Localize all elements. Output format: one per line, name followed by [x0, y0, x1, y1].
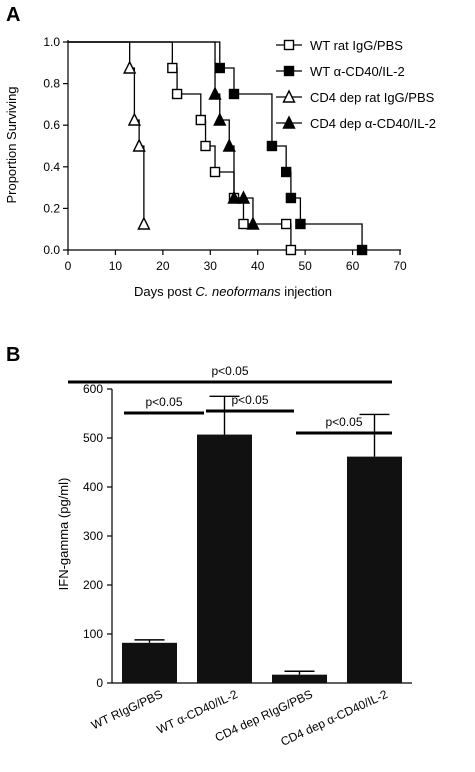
legend-entry-3: CD4 dep α-CD40/IL-2 — [276, 115, 436, 131]
ifn-y-tick-label: 300 — [83, 529, 103, 543]
survival-point — [195, 114, 207, 126]
legend-label: CD4 dep α-CD40/IL-2 — [310, 116, 436, 131]
survival-point — [213, 112, 227, 126]
ifn-bar — [197, 434, 252, 683]
survival-point — [285, 192, 297, 204]
survival-legend: WT rat IgG/PBS WT α-CD40/IL-2 CD4 dep rat … — [276, 38, 436, 131]
ifn-bar-group-2 — [272, 670, 327, 683]
ifn-bar — [122, 642, 177, 683]
panel-b-letter: B — [6, 344, 20, 366]
survival-point — [132, 138, 146, 152]
legend-marker — [282, 89, 296, 103]
survival-point — [266, 140, 278, 152]
ifn-bar — [272, 674, 327, 683]
survival-y-tick-label: 1.0 — [43, 35, 60, 49]
ifn-bar — [347, 456, 402, 683]
legend-marker — [283, 65, 295, 77]
legend-marker — [283, 39, 295, 51]
survival-chart: A 0.0 0.2 0.4 0.6 0.8 1.0 0 10 20 30 40 50 60 70 WT r… — [4, 4, 436, 299]
legend-entry-0: WT rat IgG/PBS — [276, 38, 403, 53]
legend-marker — [282, 115, 296, 129]
survival-x-tick-label: 70 — [393, 259, 407, 273]
survival-point — [295, 218, 306, 230]
survival-series-2 — [68, 41, 151, 230]
survival-point — [356, 244, 368, 256]
ifn-y-tick-label: 200 — [83, 578, 103, 592]
ifn-y-axis-title: IFN-gamma (pg/ml) — [56, 478, 71, 591]
significance-label: p<0.05 — [145, 395, 182, 409]
survival-x-tick-label: 20 — [156, 259, 170, 273]
survival-y-tick-label: 0.0 — [43, 243, 60, 257]
significance-0: p<0.05 — [68, 364, 392, 384]
significance-label: p<0.05 — [231, 393, 268, 407]
survival-x-tick-label: 40 — [251, 259, 265, 273]
survival-point — [200, 140, 211, 152]
ifn-bar-group-0 — [122, 639, 177, 683]
survival-y-tick-label: 0.6 — [43, 118, 60, 132]
survival-point — [228, 88, 240, 100]
survival-y-tick-label: 0.8 — [43, 77, 60, 91]
significance-3: p<0.05 — [296, 415, 392, 435]
ifn-y-tick-label: 100 — [83, 627, 103, 641]
significance-group: p<0.05 p<0.05 p<0.05 p<0.05 — [68, 364, 392, 435]
survival-point — [137, 216, 151, 230]
survival-x-axis-title: Days post C. neoformans injection — [134, 284, 332, 299]
survival-y-tick-label: 0.4 — [43, 160, 60, 174]
ifn-y-tick-label: 600 — [83, 382, 103, 396]
survival-series-3 — [68, 41, 260, 230]
survival-point — [209, 166, 221, 178]
ifn-bar-group-3 — [347, 413, 402, 683]
significance-2: p<0.05 — [206, 393, 294, 413]
survival-point — [227, 190, 241, 204]
significance-1: p<0.05 — [124, 395, 204, 415]
survival-point — [285, 244, 297, 256]
ifn-y-tick-label: 400 — [83, 480, 103, 494]
ifn-y-tick-label: 500 — [83, 431, 103, 445]
ifn-bar-group-1 — [197, 395, 252, 683]
survival-axes: 0.0 0.2 0.4 0.6 0.8 1.0 0 10 20 30 40 50 60 70 — [43, 35, 407, 273]
survival-point — [238, 218, 249, 230]
significance-label: p<0.05 — [325, 415, 362, 429]
survival-point — [123, 60, 137, 74]
legend-entry-2: CD4 dep rat IgG/PBS — [276, 89, 435, 105]
survival-point — [246, 216, 260, 230]
survival-x-tick-label: 60 — [346, 259, 360, 273]
ifn-category-label: WT RIgG/PBS — [89, 687, 165, 732]
legend-label: CD4 dep rat IgG/PBS — [310, 90, 435, 105]
survival-y-tick-label: 0.2 — [43, 201, 60, 215]
survival-x-tick-label: 50 — [298, 259, 312, 273]
survival-x-tick-label: 10 — [109, 259, 123, 273]
ifn-y-tick-label: 0 — [96, 676, 103, 690]
survival-point — [214, 62, 225, 74]
significance-label: p<0.05 — [211, 364, 248, 378]
legend-entry-1: WT α-CD40/IL-2 — [276, 64, 405, 79]
survival-point — [167, 62, 178, 74]
survival-series-group — [68, 41, 368, 256]
survival-x-tick-label: 0 — [65, 259, 72, 273]
survival-point — [171, 88, 183, 100]
survival-series-1 — [68, 41, 368, 256]
legend-label: WT α-CD40/IL-2 — [310, 64, 405, 79]
panel-a-letter: A — [6, 4, 20, 26]
survival-point — [222, 138, 236, 152]
survival-y-axis-title: Proportion Surviving — [4, 86, 19, 203]
survival-point — [236, 190, 251, 204]
survival-point — [280, 166, 292, 178]
survival-step-line — [68, 41, 254, 224]
survival-step-line — [68, 41, 292, 250]
legend-label: WT rat IgG/PBS — [310, 38, 403, 53]
ifn-bars-group — [122, 395, 402, 683]
survival-point — [208, 86, 222, 100]
survival-x-tick-label: 30 — [204, 259, 218, 273]
survival-series-0 — [68, 41, 297, 256]
survival-point — [280, 218, 292, 230]
survival-point — [127, 112, 142, 126]
